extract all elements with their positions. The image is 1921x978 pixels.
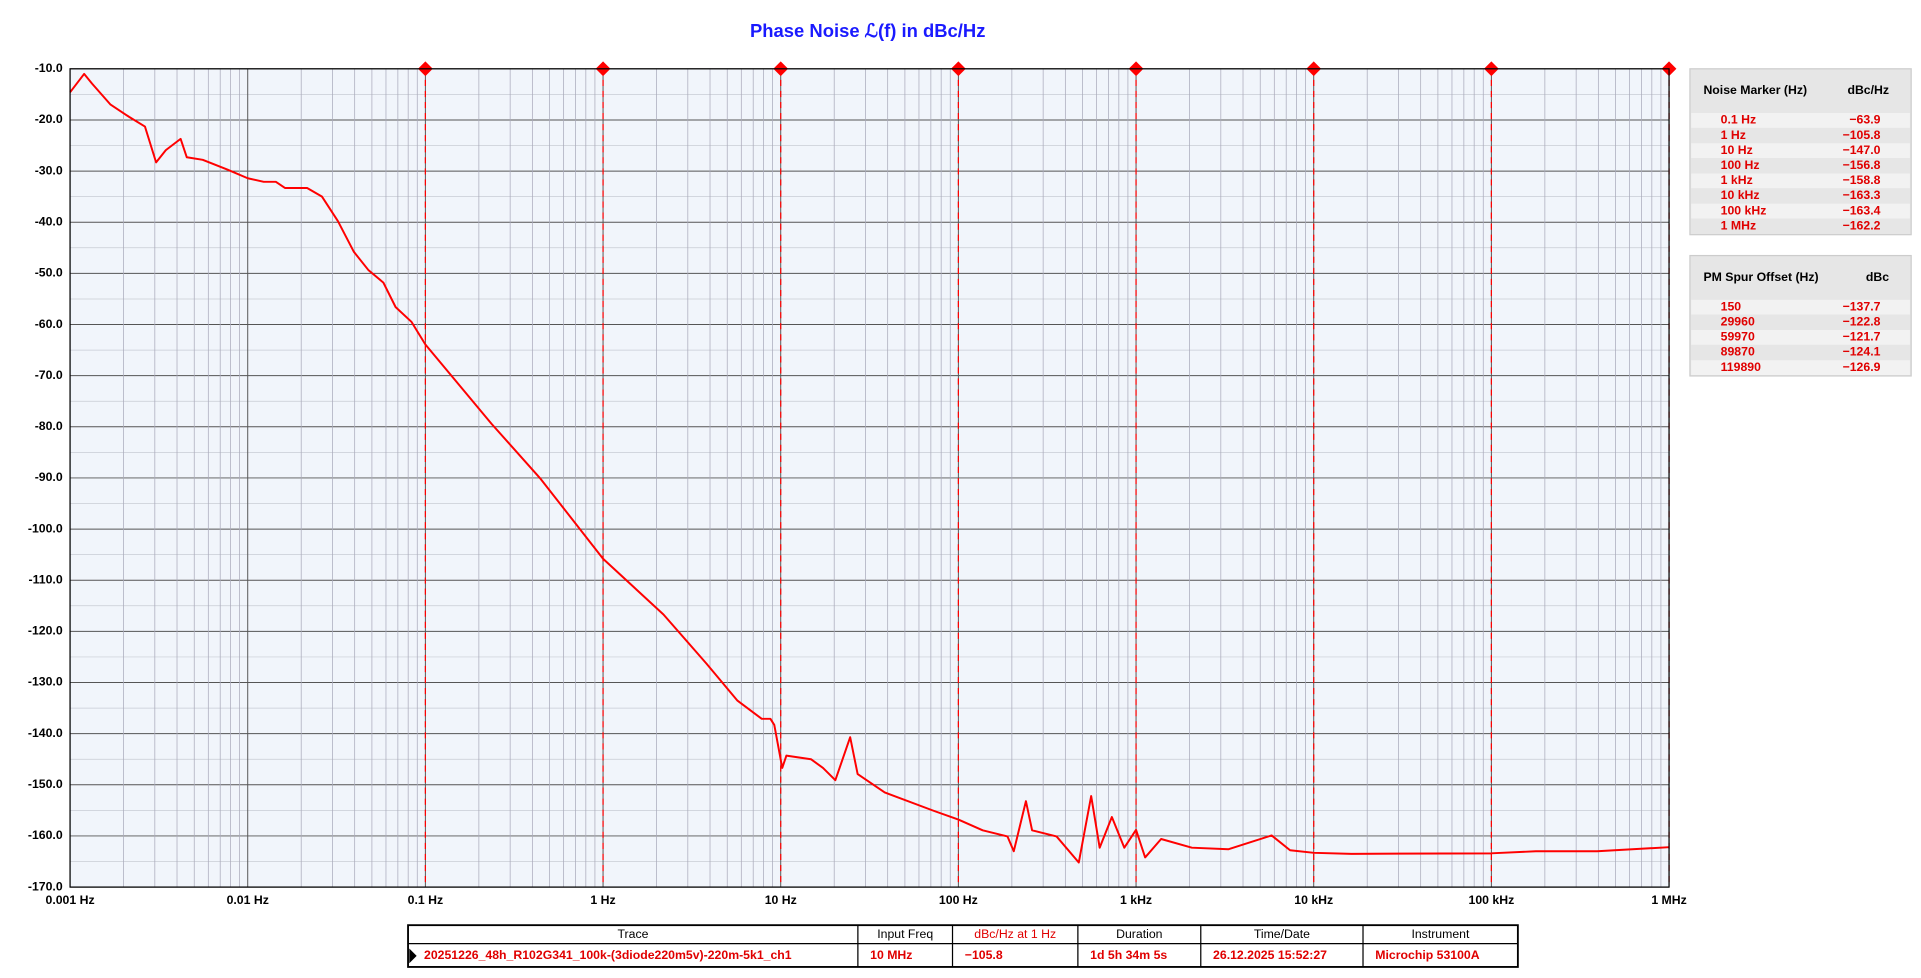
panel-header: dBc bbox=[1866, 270, 1889, 284]
x-tick-label: 100 Hz bbox=[939, 893, 978, 907]
tables: Noise Marker (Hz) dBc/Hz 0.1 Hz −63.9 1 Hz −1… bbox=[407, 83, 1910, 968]
panel-row-value: −124.1 bbox=[1843, 345, 1881, 359]
panel-row-value: −122.8 bbox=[1843, 315, 1881, 329]
panel-row-label: 150 bbox=[1721, 299, 1742, 313]
panel-row bbox=[1691, 128, 1910, 143]
panel-row bbox=[1691, 203, 1910, 219]
y-tick-label: -60.0 bbox=[35, 317, 63, 331]
trace-table-frame bbox=[407, 924, 1519, 968]
y-tick-label: -40.0 bbox=[35, 214, 63, 228]
y-tick-label: -120.0 bbox=[28, 624, 63, 638]
x-tick-label: 1 Hz bbox=[590, 893, 615, 907]
panel-row bbox=[1691, 330, 1910, 345]
panel-row-label: 119890 bbox=[1721, 360, 1761, 374]
grid: -10.0 -20.0 -30.0 -40.0 -50.0 -60.0 -70.0 -80.0… bbox=[28, 61, 1687, 907]
panel-row bbox=[1691, 113, 1910, 128]
panel-header: Noise Marker (Hz) bbox=[1703, 83, 1807, 97]
y-tick-label: -130.0 bbox=[28, 675, 63, 689]
panel-row-label: 89870 bbox=[1721, 345, 1755, 359]
panel-row-value: −163.3 bbox=[1843, 188, 1881, 202]
y-tick-label: -160.0 bbox=[28, 828, 63, 842]
panel-row bbox=[1691, 345, 1910, 360]
y-tick-label: -170.0 bbox=[28, 879, 63, 893]
panel-row bbox=[1691, 218, 1910, 234]
panel-row-label: 1 MHz bbox=[1721, 218, 1756, 232]
panel-row bbox=[1691, 299, 1910, 315]
y-tick-label: -30.0 bbox=[35, 163, 63, 177]
trace-table-cell: 26.12.2025 15:52:27 bbox=[1213, 948, 1327, 962]
x-tick-label: 0.1 Hz bbox=[408, 893, 443, 907]
trace-table-header: Input Freq bbox=[877, 927, 933, 941]
trace-table-header: Duration bbox=[1116, 927, 1163, 941]
y-tick-label: -110.0 bbox=[29, 572, 63, 586]
y-tick-label: -150.0 bbox=[28, 777, 63, 791]
panel-row-value: −63.9 bbox=[1849, 113, 1880, 127]
x-tick-label: 100 kHz bbox=[1469, 893, 1515, 907]
y-tick-label: -50.0 bbox=[35, 266, 63, 280]
row-pointer bbox=[409, 948, 417, 964]
panel-header: dBc/Hz bbox=[1847, 83, 1889, 97]
x-tick-label: 0.01 Hz bbox=[227, 893, 269, 907]
panel-row-label: 59970 bbox=[1721, 330, 1755, 344]
panel-row-value: −105.8 bbox=[1843, 128, 1881, 142]
x-tick-label: 10 kHz bbox=[1294, 893, 1333, 907]
panel-row-value: −163.4 bbox=[1843, 203, 1881, 217]
trace-table-header: Instrument bbox=[1411, 927, 1470, 941]
panel-row bbox=[1691, 314, 1910, 330]
panel-row-label: 100 kHz bbox=[1721, 203, 1767, 217]
panel-header: PM Spur Offset (Hz) bbox=[1703, 270, 1818, 284]
y-tick-label: -20.0 bbox=[35, 112, 63, 126]
trace-table-cell: 1d 5h 34m 5s bbox=[1090, 948, 1167, 962]
trace-table-header: dBc/Hz at 1 Hz bbox=[974, 927, 1056, 941]
x-tick-label: 10 Hz bbox=[765, 893, 797, 907]
panel-row-label: 29960 bbox=[1721, 315, 1755, 329]
panel-row-label: 1 kHz bbox=[1721, 173, 1753, 187]
trace-table-header: Time/Date bbox=[1254, 927, 1310, 941]
panel-row-label: 0.1 Hz bbox=[1721, 113, 1756, 127]
trace-table-cell: 20251226_48h_R102G341_100k-(3diode220m5v… bbox=[424, 948, 792, 962]
trace-line bbox=[69, 72, 1670, 864]
chart-title: Phase Noise ℒ(f) in dBc/Hz bbox=[750, 20, 985, 41]
y-tick-label: -100.0 bbox=[28, 521, 63, 535]
panel-row-label: 100 Hz bbox=[1721, 158, 1760, 172]
panel-row-label: 1 Hz bbox=[1721, 128, 1746, 142]
panel-row-value: −156.8 bbox=[1843, 158, 1881, 172]
y-tick-label: -140.0 bbox=[28, 726, 63, 740]
plot-frame bbox=[69, 68, 1670, 888]
panel-row bbox=[1691, 173, 1910, 189]
x-tick-label: 0.001 Hz bbox=[46, 893, 95, 907]
panel-row-value: −147.0 bbox=[1843, 143, 1881, 157]
panel-row bbox=[1691, 143, 1910, 159]
x-tick-label: 1 kHz bbox=[1120, 893, 1152, 907]
y-tick-label: -10.0 bbox=[35, 61, 63, 75]
panel-row-value: −121.7 bbox=[1843, 330, 1881, 344]
panel-row bbox=[1691, 360, 1910, 375]
y-tick-label: -80.0 bbox=[35, 419, 63, 433]
panel-row-value: −162.2 bbox=[1843, 218, 1881, 232]
y-tick-label: -90.0 bbox=[35, 470, 63, 484]
panel-row-value: −126.9 bbox=[1843, 360, 1881, 374]
trace-table-cell: Microchip 53100A bbox=[1375, 948, 1479, 962]
panel-row-label: 10 kHz bbox=[1721, 188, 1760, 202]
marks bbox=[69, 61, 1677, 888]
panel-row-value: −158.8 bbox=[1843, 173, 1881, 187]
panel-row bbox=[1691, 158, 1910, 174]
y-tick-label: -70.0 bbox=[35, 368, 63, 382]
panel-row-value: −137.7 bbox=[1843, 299, 1881, 313]
x-tick-label: 1 MHz bbox=[1651, 893, 1686, 907]
trace-table-cell: −105.8 bbox=[965, 948, 1003, 962]
trace-table-header: Trace bbox=[618, 927, 649, 941]
trace-table-cell: 10 MHz bbox=[870, 948, 912, 962]
panel-row-label: 10 Hz bbox=[1721, 143, 1753, 157]
panel-row bbox=[1691, 188, 1910, 204]
